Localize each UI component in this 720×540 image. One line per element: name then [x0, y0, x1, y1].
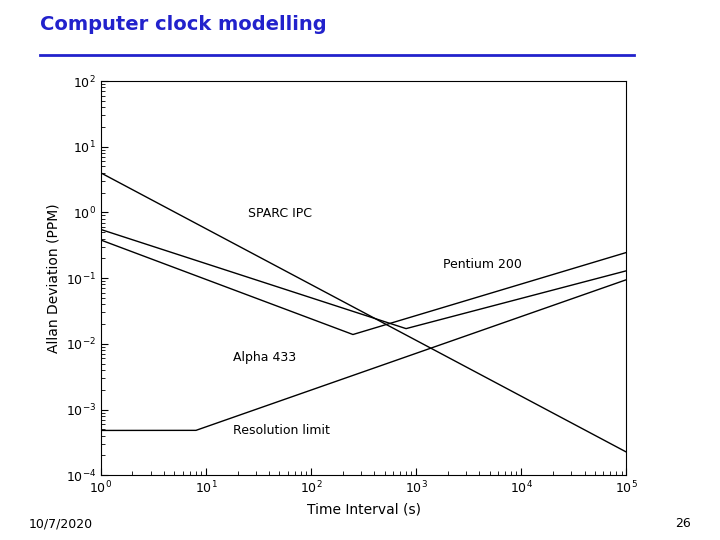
Text: SPARC IPC: SPARC IPC [248, 207, 312, 220]
Text: Alpha 433: Alpha 433 [233, 351, 296, 364]
Text: 26: 26 [675, 517, 691, 530]
Text: 10/7/2020: 10/7/2020 [29, 517, 93, 530]
Y-axis label: Allan Deviation (PPM): Allan Deviation (PPM) [46, 203, 60, 353]
X-axis label: Time Interval (s): Time Interval (s) [307, 502, 420, 516]
Text: Computer clock modelling: Computer clock modelling [40, 15, 326, 34]
Text: Resolution limit: Resolution limit [233, 424, 330, 437]
Text: Pentium 200: Pentium 200 [443, 259, 522, 272]
